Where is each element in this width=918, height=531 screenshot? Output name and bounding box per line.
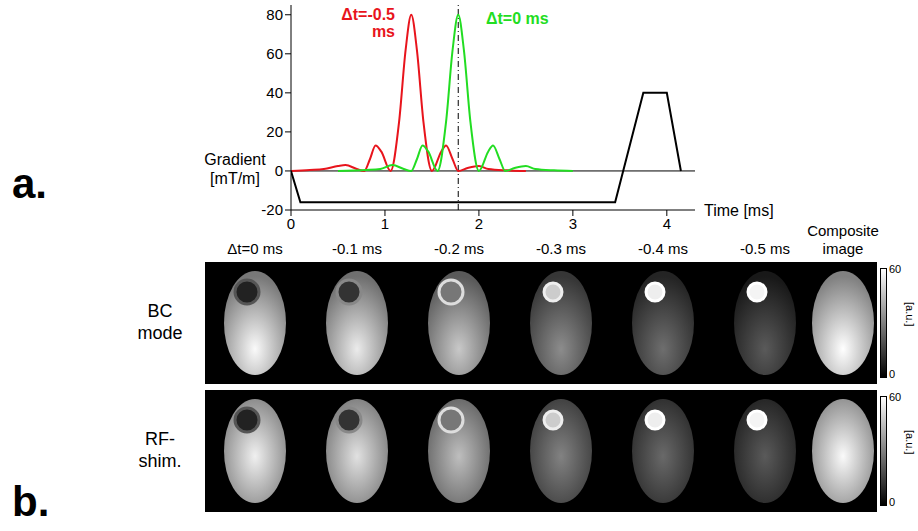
html-text:Gradient: Gradient <box>204 151 266 168</box>
svg-text:3: 3 <box>569 215 577 232</box>
svg-text:20: 20 <box>266 123 283 140</box>
html-text:-0.4 ms: -0.4 ms <box>638 240 688 257</box>
svg-text:1: 1 <box>381 215 389 232</box>
svg-text:-20: -20 <box>261 201 283 218</box>
html-text:Δt=-0.5: Δt=-0.5 <box>341 6 395 23</box>
html-text:[a.u.]: [a.u.] <box>904 302 916 327</box>
svg-text:2: 2 <box>475 215 483 232</box>
svg-text:80: 80 <box>266 6 283 23</box>
html-text:[mT/m]: [mT/m] <box>210 170 260 187</box>
svg-text:40: 40 <box>266 84 283 101</box>
html-text:RF-: RF- <box>145 429 175 449</box>
html-text:BC: BC <box>147 301 173 321</box>
html-text:-0.1 ms: -0.1 ms <box>332 240 382 257</box>
html-text:[a.u.]: [a.u.] <box>904 430 916 455</box>
html-text:Δt=0 ms: Δt=0 ms <box>486 10 549 27</box>
html-text:-0.2 ms: -0.2 ms <box>434 240 484 257</box>
html-text:60: 60 <box>889 391 902 403</box>
svg-text:4: 4 <box>663 215 671 232</box>
html-text:60: 60 <box>889 263 902 275</box>
html-text:shim.: shim. <box>138 451 182 471</box>
html-text:Δt=0 ms: Δt=0 ms <box>227 240 283 257</box>
html-text:0: 0 <box>889 368 896 380</box>
svg-text:0: 0 <box>287 215 295 232</box>
html-text:Composite: Composite <box>807 222 879 239</box>
html-text:a.: a. <box>12 160 47 207</box>
html-text:mode: mode <box>137 323 183 343</box>
html-text:0: 0 <box>889 496 896 508</box>
html-text:Time [ms]: Time [ms] <box>704 202 774 219</box>
svg-text:60: 60 <box>266 45 283 62</box>
html-text:b.: b. <box>12 478 50 525</box>
html-text:ms: ms <box>371 23 395 40</box>
html-text:-0.5 ms: -0.5 ms <box>740 240 790 257</box>
html-text:-0.3 ms: -0.3 ms <box>536 240 586 257</box>
svg-text:0: 0 <box>275 162 283 179</box>
html-text:image: image <box>822 240 864 257</box>
